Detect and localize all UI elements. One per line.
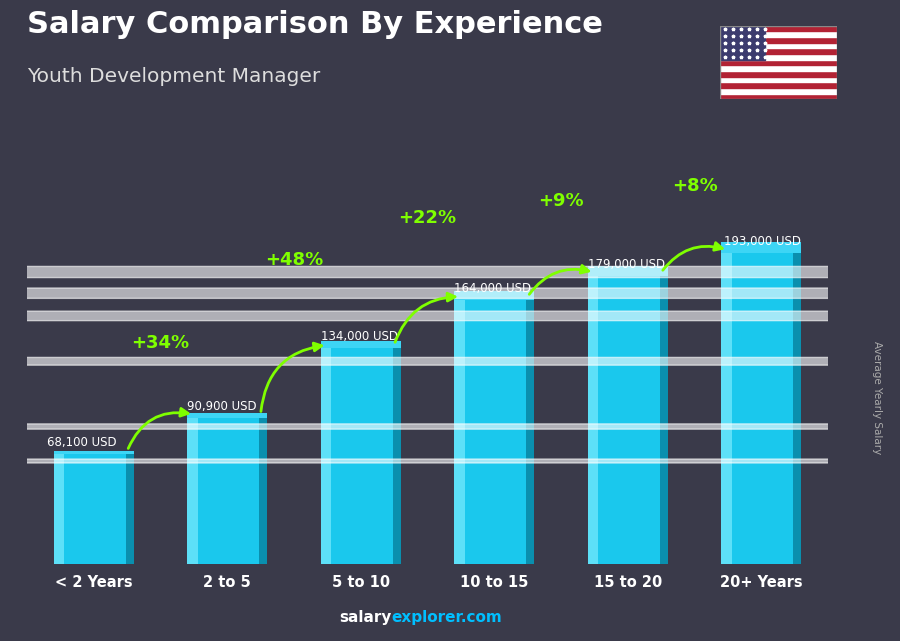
Bar [720,82,837,88]
Text: 134,000 USD: 134,000 USD [320,330,398,343]
Bar [720,48,837,54]
Polygon shape [588,266,668,276]
Polygon shape [320,348,331,564]
Bar [720,37,837,43]
Polygon shape [320,348,400,564]
Polygon shape [187,413,267,418]
Polygon shape [320,341,400,348]
Circle shape [0,424,900,429]
Bar [720,88,837,94]
Polygon shape [721,253,801,564]
Polygon shape [454,291,535,300]
Polygon shape [721,253,732,564]
Bar [720,71,837,77]
Circle shape [0,459,900,463]
Polygon shape [660,276,668,564]
Bar [720,43,837,48]
Polygon shape [392,348,400,564]
Text: 164,000 USD: 164,000 USD [454,282,531,295]
Polygon shape [54,454,134,564]
Polygon shape [187,418,267,564]
Text: 68,100 USD: 68,100 USD [47,437,117,449]
Polygon shape [526,300,535,564]
Text: 193,000 USD: 193,000 USD [724,235,801,248]
Text: explorer.com: explorer.com [392,610,502,625]
Bar [720,54,837,60]
Bar [720,65,837,71]
Text: Youth Development Manager: Youth Development Manager [27,67,320,87]
Bar [720,77,837,82]
Polygon shape [187,418,198,564]
Text: +48%: +48% [265,251,323,269]
Bar [720,94,837,99]
Text: +22%: +22% [399,210,456,228]
Polygon shape [721,242,801,253]
Polygon shape [126,454,134,564]
Text: 90,900 USD: 90,900 USD [187,399,256,413]
Text: +34%: +34% [131,334,190,352]
Text: salary: salary [339,610,392,625]
Polygon shape [54,451,134,454]
Polygon shape [793,253,801,564]
Circle shape [0,288,900,298]
Text: Salary Comparison By Experience: Salary Comparison By Experience [27,10,603,38]
Circle shape [0,358,900,365]
Bar [720,60,837,65]
Polygon shape [259,418,267,564]
Polygon shape [588,276,668,564]
Polygon shape [454,300,535,564]
Bar [720,26,765,60]
Text: Average Yearly Salary: Average Yearly Salary [872,341,883,454]
Polygon shape [454,300,464,564]
Text: 179,000 USD: 179,000 USD [588,258,665,271]
Polygon shape [588,276,598,564]
Circle shape [0,267,900,278]
Circle shape [0,311,900,320]
Bar [720,31,837,37]
Text: +9%: +9% [538,192,584,210]
Polygon shape [54,454,64,564]
Bar [720,26,837,31]
Text: +8%: +8% [671,176,717,194]
